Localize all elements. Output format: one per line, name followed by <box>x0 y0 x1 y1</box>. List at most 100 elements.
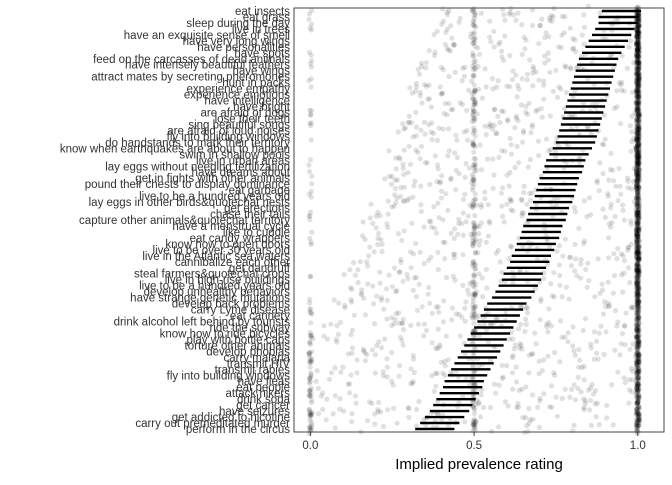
data-point <box>559 395 565 402</box>
data-point <box>624 65 630 71</box>
data-point <box>634 117 640 123</box>
data-point <box>634 428 640 434</box>
data-point <box>620 202 626 208</box>
data-point <box>635 213 641 219</box>
data-point <box>523 37 529 43</box>
data-point <box>508 198 514 204</box>
data-point <box>636 243 642 250</box>
data-point <box>526 370 532 376</box>
data-point <box>633 227 639 233</box>
data-point <box>619 79 625 86</box>
data-point <box>634 42 640 48</box>
data-point <box>635 209 641 215</box>
data-point <box>635 226 641 232</box>
data-point <box>635 157 641 163</box>
data-point <box>457 333 463 339</box>
data-point <box>496 41 502 47</box>
data-point <box>635 42 641 48</box>
data-point <box>527 156 534 163</box>
data-point <box>400 198 406 204</box>
data-point <box>634 173 640 179</box>
data-point <box>308 241 314 247</box>
data-point <box>593 338 600 344</box>
data-point <box>421 119 427 125</box>
data-point <box>473 249 479 255</box>
data-point <box>307 393 313 399</box>
data-point <box>556 243 562 249</box>
data-point <box>634 66 640 72</box>
data-point <box>636 53 642 60</box>
data-point <box>306 49 313 55</box>
data-point <box>636 209 642 215</box>
data-point <box>633 185 640 191</box>
data-point <box>472 411 478 417</box>
data-point <box>477 142 483 148</box>
data-point <box>398 259 404 265</box>
data-point <box>634 101 640 107</box>
data-point <box>456 216 462 222</box>
data-point <box>426 218 433 224</box>
data-point <box>634 130 640 136</box>
data-point <box>636 160 642 166</box>
data-point <box>635 263 641 269</box>
data-point <box>636 207 642 213</box>
data-point <box>635 210 641 216</box>
data-point <box>567 25 573 31</box>
data-point <box>472 237 479 243</box>
data-point <box>634 201 640 207</box>
data-point <box>593 350 600 356</box>
data-point <box>554 413 561 419</box>
data-point <box>634 143 641 149</box>
data-point <box>635 191 641 197</box>
data-point <box>397 269 403 275</box>
data-point <box>541 357 547 363</box>
data-point <box>634 173 640 179</box>
data-point <box>636 25 642 31</box>
data-point <box>466 291 472 297</box>
data-point <box>308 374 314 380</box>
data-point <box>633 147 640 153</box>
data-point <box>470 111 476 117</box>
data-point <box>633 41 640 47</box>
data-point <box>614 256 620 262</box>
data-point <box>634 75 640 81</box>
data-point <box>635 28 641 34</box>
data-point <box>384 316 390 322</box>
data-point <box>487 121 493 127</box>
data-point <box>588 397 594 403</box>
data-point <box>432 225 438 231</box>
data-point <box>362 358 368 364</box>
data-point <box>585 387 592 393</box>
data-point <box>377 269 383 275</box>
data-point <box>470 36 477 42</box>
data-point <box>372 370 378 376</box>
data-point <box>307 107 313 113</box>
data-point <box>507 52 513 59</box>
data-point <box>633 99 640 106</box>
data-point <box>610 65 617 71</box>
data-point <box>634 249 640 255</box>
data-point <box>591 329 598 335</box>
data-point <box>362 350 368 356</box>
data-point <box>616 165 622 172</box>
data-point <box>306 213 312 219</box>
data-point <box>505 403 511 409</box>
data-point <box>635 155 641 161</box>
data-point <box>630 89 636 95</box>
data-point <box>309 173 315 179</box>
data-point <box>571 348 577 354</box>
data-point <box>634 130 640 136</box>
data-point <box>579 364 585 371</box>
data-point <box>634 261 640 267</box>
data-point <box>400 121 406 127</box>
data-point <box>633 39 640 45</box>
data-point <box>635 75 641 81</box>
data-point <box>635 250 641 256</box>
data-point <box>628 241 634 247</box>
data-point <box>633 138 640 144</box>
data-point <box>392 177 398 183</box>
data-point <box>636 228 642 235</box>
data-point <box>634 153 640 159</box>
data-point <box>636 45 642 51</box>
data-point <box>562 14 568 20</box>
